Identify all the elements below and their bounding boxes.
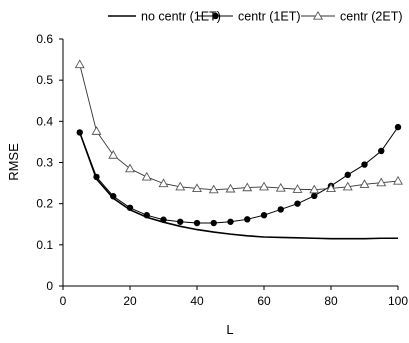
data-point [125,163,135,173]
data-point [376,177,387,187]
data-point [143,211,150,219]
data-point [259,181,269,191]
x-tick-label: 80 [324,294,338,308]
data-point [177,218,184,225]
data-point [141,171,152,181]
legend-label: centr (2ET) [340,10,403,24]
data-point [359,179,370,188]
plot-area [74,59,403,240]
data-point [192,183,202,193]
series-1 [78,132,398,240]
data-point [342,181,353,191]
y-tick-label: 0.6 [36,32,53,46]
legend: no centr (1ET) centr (1ET) centr (2ET) [108,10,403,24]
y-axis-label: RMSE [6,143,21,181]
y-tick-label: 0.1 [36,238,53,252]
data-point [242,182,253,192]
series-line [78,132,398,240]
x-tick-label: 40 [190,294,204,308]
x-axis-label: L [226,322,233,337]
x-axis: 0 20 40 60 80 100 [60,285,408,308]
data-point [126,204,134,211]
data-point [160,216,167,223]
legend-label: centr (1ET) [238,10,301,24]
data-point [344,171,351,179]
data-point [74,59,85,69]
y-tick-label: 0.3 [36,156,53,170]
y-tick-label: 0.5 [36,73,53,87]
legend-item: centr (2ET) [301,10,403,24]
data-point [91,126,102,135]
legend-item: no centr (1ET) [108,10,221,24]
data-point [108,149,119,159]
series-2 [76,123,402,227]
data-point [394,123,402,131]
y-tick-label: 0.4 [36,114,53,128]
y-tick-label: 0.2 [36,197,53,211]
x-tick-label: 0 [60,294,67,308]
legend-item: centr (1ET) [198,10,301,24]
data-point [208,184,219,194]
x-tick-label: 60 [257,294,271,308]
x-tick-label: 20 [123,294,137,308]
data-point [378,147,385,155]
data-point [227,218,234,225]
legend-label: no centr (1ET) [141,10,221,24]
series-3 [74,59,403,194]
data-point [361,161,368,168]
y-axis: 0 0.1 0.2 0.3 0.4 0.5 0.6 [36,32,64,293]
data-point [326,183,336,193]
data-point [292,184,303,193]
data-point [110,193,117,200]
data-point [225,183,236,193]
data-point [277,206,284,213]
data-point [311,192,318,200]
legend-marker [212,12,219,20]
data-point [210,219,217,227]
data-point [76,129,83,136]
data-point [193,219,201,227]
data-point [175,181,186,191]
legend-marker [313,10,323,20]
data-point [294,200,301,207]
data-point [309,184,320,194]
x-tick-label: 100 [388,294,408,308]
data-point [93,173,100,181]
data-point [244,216,251,223]
y-tick-label: 0 [46,279,53,293]
data-point [158,178,169,188]
data-point [260,211,268,219]
data-point [393,175,403,185]
data-point [275,182,286,192]
